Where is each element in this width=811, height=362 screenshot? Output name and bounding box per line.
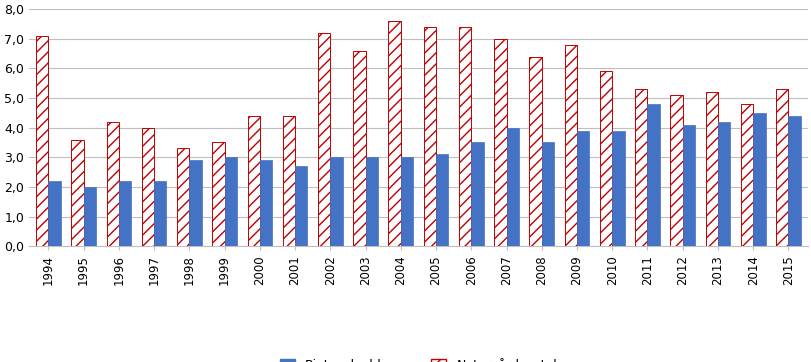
Bar: [634, 89, 646, 246]
Bar: [401, 157, 413, 246]
Bar: [330, 157, 342, 246]
Bar: [646, 104, 659, 246]
Bar: [84, 187, 96, 246]
Bar: [353, 51, 365, 246]
Bar: [529, 56, 541, 246]
Bar: [189, 160, 201, 246]
Bar: [787, 116, 800, 246]
Bar: [212, 143, 225, 246]
Bar: [705, 92, 717, 246]
Bar: [753, 113, 765, 246]
Bar: [36, 36, 49, 246]
Bar: [247, 116, 260, 246]
Bar: [599, 71, 611, 246]
Bar: [118, 181, 131, 246]
Bar: [436, 154, 448, 246]
Bar: [670, 95, 682, 246]
Bar: [142, 128, 154, 246]
Bar: [470, 143, 483, 246]
Bar: [740, 104, 753, 246]
Bar: [611, 131, 624, 246]
Bar: [225, 157, 237, 246]
Bar: [49, 181, 61, 246]
Bar: [423, 27, 436, 246]
Bar: [458, 27, 470, 246]
Bar: [71, 139, 84, 246]
Bar: [717, 122, 729, 246]
Bar: [564, 45, 577, 246]
Bar: [260, 160, 272, 246]
Bar: [388, 21, 401, 246]
Bar: [282, 116, 294, 246]
Bar: [365, 157, 377, 246]
Bar: [494, 39, 506, 246]
Bar: [154, 181, 166, 246]
Bar: [577, 131, 589, 246]
Bar: [541, 143, 553, 246]
Bar: [318, 33, 330, 246]
Bar: [682, 125, 694, 246]
Bar: [775, 89, 787, 246]
Bar: [506, 128, 518, 246]
Bar: [177, 148, 189, 246]
Bar: [294, 166, 307, 246]
Legend: Biotopskydd, Naturvårdsavtal: Biotopskydd, Naturvårdsavtal: [274, 354, 561, 362]
Bar: [106, 122, 118, 246]
